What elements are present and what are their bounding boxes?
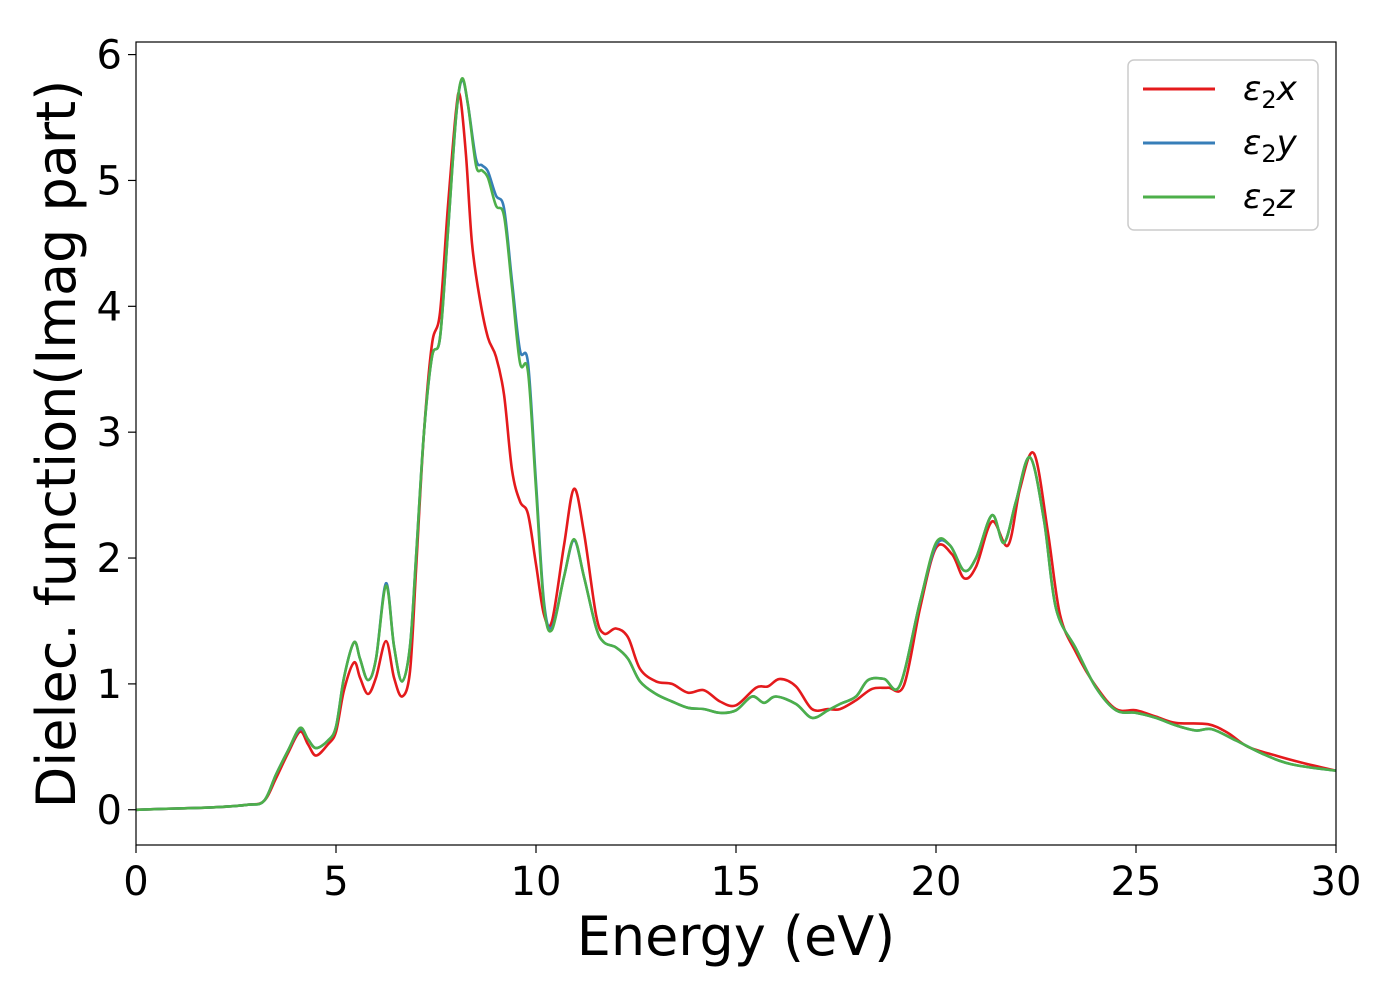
x-tick-label: 15	[711, 859, 762, 905]
legend-label-z: ε2z	[1243, 177, 1296, 222]
x-tick-label: 30	[1311, 859, 1362, 905]
y-tick-label: 1	[97, 662, 122, 708]
y-axis-ticks: 0 1 2 3 4 5 6	[97, 33, 136, 834]
x-axis-ticks: 0 5 10 15 20 25 30	[123, 845, 1361, 905]
x-tick-label: 20	[911, 859, 962, 905]
y-tick-label: 5	[97, 158, 122, 204]
y-tick-label: 6	[97, 33, 122, 79]
y-tick-label: 3	[97, 410, 122, 456]
series-layer	[136, 77, 1336, 812]
series-line-z	[136, 77, 1336, 812]
y-axis-title: Dielec. function(Imag part)	[25, 80, 88, 809]
x-tick-label: 5	[323, 859, 348, 905]
y-tick-label: 0	[97, 788, 122, 834]
x-axis-title: Energy (eV)	[577, 905, 896, 968]
legend: ε2x ε2y ε2z	[1127, 59, 1319, 231]
x-tick-label: 25	[1111, 859, 1162, 905]
x-tick-label: 0	[123, 859, 148, 905]
legend-label-x: ε2x	[1243, 69, 1298, 114]
y-tick-label: 2	[97, 536, 122, 582]
legend-label-y: ε2y	[1243, 123, 1298, 168]
x-tick-label: 10	[511, 859, 562, 905]
y-tick-label: 4	[97, 284, 122, 330]
legend-frame	[1127, 59, 1319, 231]
